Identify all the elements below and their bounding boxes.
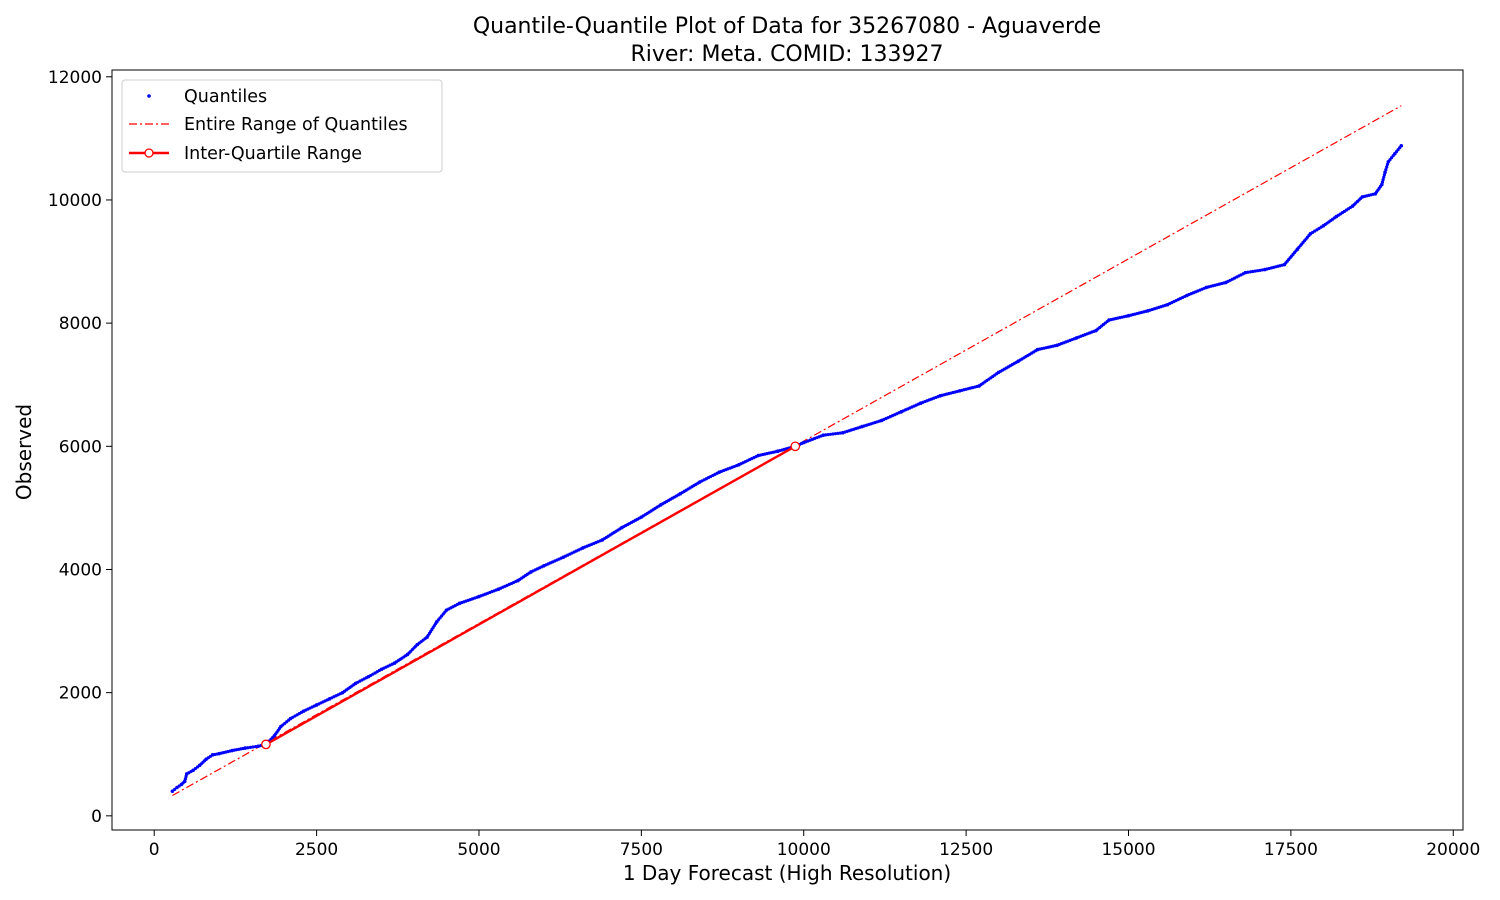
quantile-point — [1251, 269, 1255, 274]
quantile-point — [173, 787, 177, 791]
quantile-point — [1382, 175, 1386, 179]
x-tick-label: 10000 — [777, 840, 831, 860]
quantile-point — [821, 433, 826, 438]
quantile-point — [836, 431, 840, 435]
quantile-point — [824, 433, 828, 437]
chart-title-line1: Quantile-Quantile Plot of Data for 35267… — [473, 14, 1101, 39]
iqr-line — [265, 445, 796, 746]
x-tick-label: 5000 — [457, 840, 500, 860]
legend-iqr-marker — [144, 148, 154, 158]
quantile-point — [193, 767, 197, 771]
quantile-point — [831, 432, 835, 436]
y-tick-label: 2000 — [59, 684, 102, 704]
quantile-point — [1385, 165, 1389, 169]
quantile-point — [246, 746, 250, 750]
quantile-point — [248, 745, 252, 749]
legend-item-entire-range: Entire Range of Quantiles — [184, 115, 408, 135]
x-tick-label: 7500 — [620, 840, 663, 860]
quantile-point — [833, 432, 838, 436]
quantile-point — [1384, 168, 1388, 172]
quantile-point — [1380, 180, 1385, 184]
x-tick-label: 17500 — [1264, 840, 1318, 860]
chart-title-line2: River: Meta. COMID: 133927 — [630, 42, 943, 67]
x-tick-label: 15000 — [1101, 840, 1155, 860]
legend: Quantiles Entire Range of Quantiles Inte… — [121, 79, 443, 173]
quantile-point — [1399, 143, 1404, 148]
quantile-point — [1243, 270, 1248, 275]
iqr-marker — [261, 739, 271, 750]
x-tick-label: 12500 — [939, 840, 993, 860]
iqr-marker — [790, 441, 801, 452]
x-tick-label: 0 — [149, 840, 160, 860]
y-tick-label: 4000 — [59, 560, 102, 580]
quantile-points — [170, 143, 1404, 793]
quantile-point — [170, 789, 175, 793]
quantile-point — [828, 432, 833, 436]
quantile-point — [253, 745, 258, 749]
quantile-point — [1255, 269, 1260, 273]
legend-quantiles-marker — [147, 94, 151, 98]
quantile-point — [243, 746, 247, 750]
x-tick-label: 20000 — [1426, 840, 1480, 860]
y-tick-label: 8000 — [59, 314, 102, 334]
quantile-point — [826, 433, 830, 437]
quantile-point — [1383, 170, 1387, 175]
quantile-point — [256, 744, 260, 749]
x-tick-label: 2500 — [295, 840, 338, 860]
legend-item-quantiles: Quantiles — [184, 87, 267, 107]
y-tick-label: 12000 — [48, 68, 102, 88]
quantile-point — [1246, 270, 1250, 274]
y-axis-label: Observed — [12, 404, 36, 500]
legend-item-iqr: Inter-Quartile Range — [184, 144, 362, 164]
y-tick-label: 6000 — [59, 437, 102, 457]
y-tick-label: 0 — [91, 807, 102, 827]
quantile-point — [251, 745, 255, 749]
quantile-point — [1248, 270, 1252, 274]
quantile-point — [1381, 178, 1385, 182]
x-axis-label: 1 Day Forecast (High Resolution) — [623, 861, 951, 885]
plot-frame — [111, 69, 1464, 831]
plot-area — [170, 105, 1404, 797]
legend-box — [121, 79, 443, 173]
quantile-point — [1258, 268, 1262, 272]
axis-ticks: 0 2500 5000 7500 10000 12500 15000 17500 20000 0 2… — [48, 68, 1480, 860]
quantile-point — [1385, 162, 1390, 166]
quantile-point — [183, 777, 187, 781]
y-tick-label: 10000 — [48, 191, 102, 211]
quantile-point — [1253, 269, 1257, 273]
